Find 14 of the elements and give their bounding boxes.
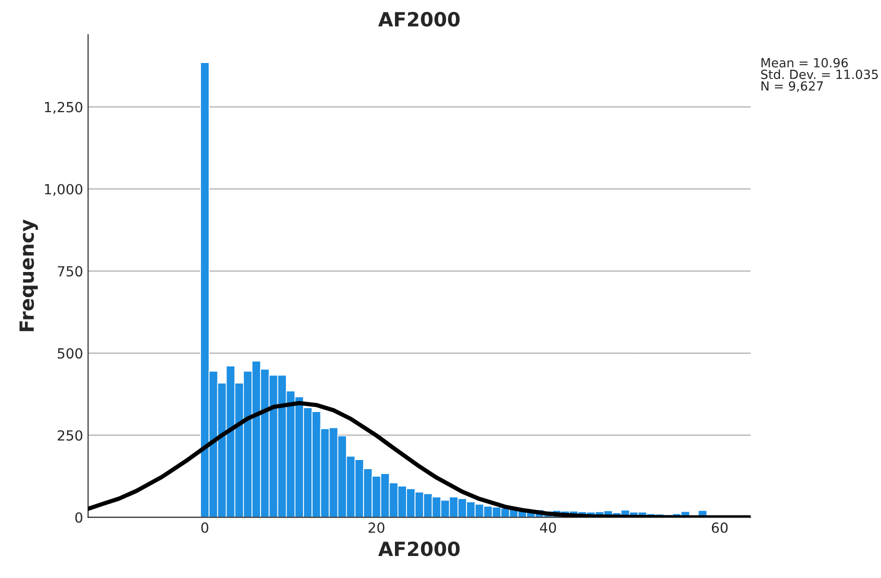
y-axis-title: Frequency (20, 219, 38, 332)
y-tick-label: 0 (75, 512, 82, 523)
chart-title: AF2000 (378, 12, 460, 27)
y-tick-label: 500 (58, 348, 82, 359)
x-tick-label: 20 (368, 522, 384, 533)
x-tick-label: 0 (201, 522, 208, 533)
y-tick-label: 250 (58, 430, 82, 441)
x-tick-label: 40 (540, 522, 556, 533)
y-tick-label: 1,000 (45, 184, 82, 196)
y-tick-label: 1,250 (45, 102, 82, 114)
x-tick-label: 60 (712, 522, 728, 533)
x-axis-title: AF2000 (378, 542, 460, 556)
text: Mean = 10.96 Std. Dev. = 11.035 N = 9,627 (761, 58, 878, 92)
y-tick-label: 750 (58, 266, 82, 277)
